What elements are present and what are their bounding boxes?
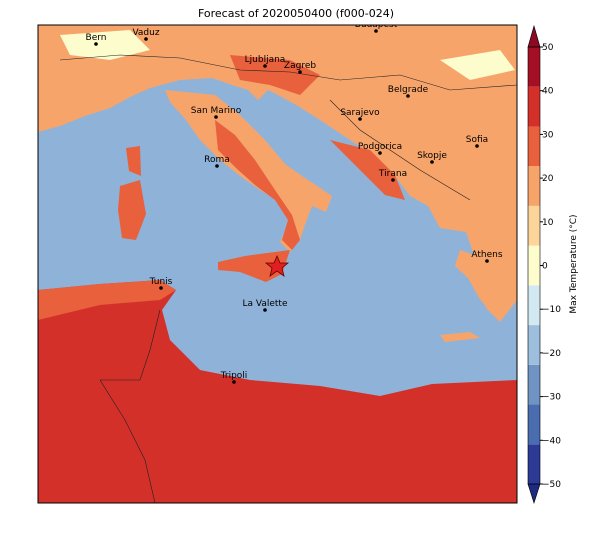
colorbar-tick-label: −10: [542, 305, 561, 315]
city-dot: [391, 178, 395, 182]
city-label: San Marino: [191, 106, 242, 116]
city-dot: [374, 29, 378, 33]
city-label: Sarajevo: [340, 108, 380, 118]
city-dot: [215, 164, 219, 168]
city-label: La Valette: [243, 299, 288, 309]
city-dot: [94, 42, 98, 46]
italy-warm: [215, 120, 300, 250]
city-dot: [358, 117, 362, 121]
city-label: Tunis: [149, 277, 173, 287]
colorbar-band: [528, 404, 540, 445]
colorbar-band: [528, 444, 540, 484]
city-dot: [263, 64, 267, 68]
city-dot: [430, 160, 434, 164]
city-label: Tripoli: [220, 371, 248, 381]
crete: [440, 332, 480, 342]
city-label: Skopje: [417, 151, 447, 161]
africa-coast: [38, 280, 176, 320]
africa-land: [38, 280, 517, 503]
colorbar-over: [527, 24, 541, 48]
city-dot: [378, 151, 382, 155]
city-label: Vaduz: [132, 28, 159, 38]
europe-land: [38, 25, 517, 322]
colorbar-band: [528, 205, 540, 246]
colorbar-label: Max Temperature (°C): [569, 214, 579, 313]
city-label: Belgrade: [388, 85, 429, 95]
east-cool: [440, 50, 515, 80]
colorbar-band: [528, 126, 540, 167]
city-dot: [406, 94, 410, 98]
star-marker: [264, 254, 290, 277]
city-dot: [144, 37, 148, 41]
colorbar-tick-label: −20: [542, 349, 561, 359]
north-warm: [230, 55, 320, 95]
colorbar-tick-label: −50: [542, 480, 561, 490]
colorbar-under: [527, 483, 541, 504]
city-dot: [485, 259, 489, 263]
border: [329, 99, 471, 201]
city-dot: [263, 308, 267, 312]
border: [59, 54, 517, 91]
colorbar-tick-label: 20: [542, 174, 554, 184]
city-label: Podgorica: [358, 142, 402, 152]
sardinia: [118, 180, 146, 240]
border: [100, 309, 161, 381]
border: [99, 379, 156, 503]
city-label: Sofia: [466, 135, 488, 145]
map-title: Forecast of 2020050400 (f000-024): [198, 7, 394, 20]
city-dot: [159, 286, 163, 290]
city-dot: [298, 70, 302, 74]
colorbar-band: [528, 245, 540, 286]
colorbar-band: [528, 166, 540, 206]
colorbar-band: [528, 47, 540, 87]
city-label: Budapest: [355, 20, 398, 30]
colorbar-tick-label: 10: [542, 218, 554, 228]
colorbar-tick-label: 30: [542, 130, 554, 140]
balkan-warm: [330, 140, 405, 200]
city-dot: [214, 115, 218, 119]
colorbar-tick-label: 50: [542, 43, 554, 53]
colorbar-band: [528, 285, 540, 326]
colorbar-tick-label: −30: [542, 393, 561, 403]
colorbar-band: [528, 325, 540, 365]
corsica: [126, 146, 141, 176]
map-frame: [37, 24, 518, 504]
city-label: Ljubljana: [245, 55, 286, 65]
city-dot: [475, 144, 479, 148]
colorbar-tick-label: −40: [542, 436, 561, 446]
city-dot: [232, 380, 236, 384]
city-label: Tirana: [378, 169, 407, 179]
colorbar-band: [528, 364, 540, 405]
colorbar-tick-label: 40: [542, 87, 554, 97]
city-label: Roma: [204, 155, 230, 165]
north-cool: [60, 30, 150, 60]
colorbar-tick-label: 0: [542, 262, 548, 272]
city-label: Zagreb: [284, 61, 316, 71]
city-label: Athens: [471, 250, 502, 260]
colorbar-band: [528, 86, 540, 127]
city-label: Bern: [86, 33, 107, 43]
